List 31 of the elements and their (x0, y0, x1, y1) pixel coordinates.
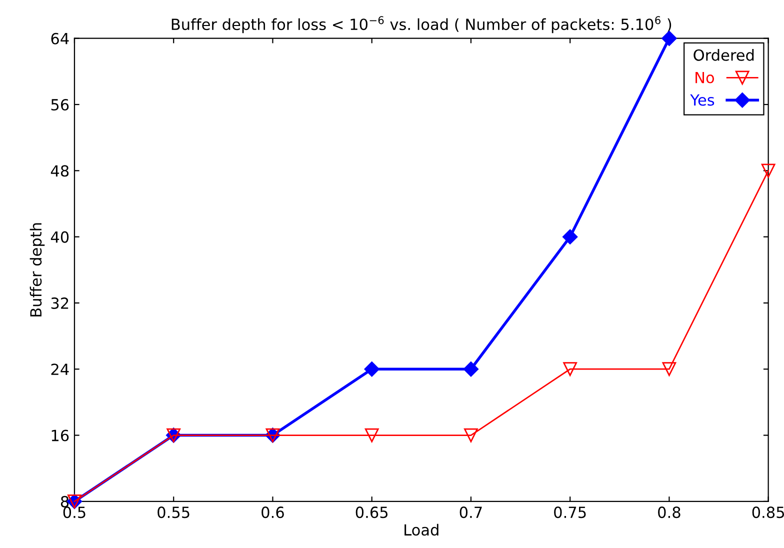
y-tick-label: 16 (52, 430, 69, 442)
y-tick-label: 56 (51, 98, 69, 111)
x-tick-label: 0.55 (158, 506, 190, 518)
point (562, 229, 578, 244)
point (463, 362, 479, 377)
x-tick-label: 0.5 (63, 506, 86, 518)
x-tick-label: 0.75 (554, 506, 586, 518)
x-tick-label: 0.65 (356, 506, 388, 518)
legend-label: No (696, 72, 714, 84)
point (563, 362, 578, 376)
legend-title: Ordered (694, 49, 754, 61)
y-tick-label: 48 (50, 165, 69, 177)
y-tick-label: 32 (51, 297, 68, 309)
x-tick-label: 0.6 (262, 506, 284, 518)
x-tick-label: 0.8 (658, 506, 680, 518)
chart-title: Buffer depth for loss < 10$^{−6}$ vs. load ( Number of packets: 5.10$^{6}$ ) (172, 16, 672, 34)
point (364, 428, 379, 442)
y-tick-label: 40 (50, 231, 69, 243)
point (662, 30, 677, 46)
point (761, 164, 776, 178)
y-axis-title: Buffer depth (30, 223, 45, 316)
y-tick-label: 64 (51, 32, 69, 44)
point (464, 428, 478, 442)
y-tick-label: 8 (60, 496, 69, 508)
x-axis-title: Load (404, 524, 438, 536)
point (364, 362, 380, 377)
x-tick-label: 0.7 (460, 506, 482, 518)
x-tick-label: 0.85 (752, 506, 784, 518)
point (662, 362, 676, 376)
y-tick-label: 24 (51, 364, 69, 375)
legend-label: Yes (690, 94, 714, 106)
